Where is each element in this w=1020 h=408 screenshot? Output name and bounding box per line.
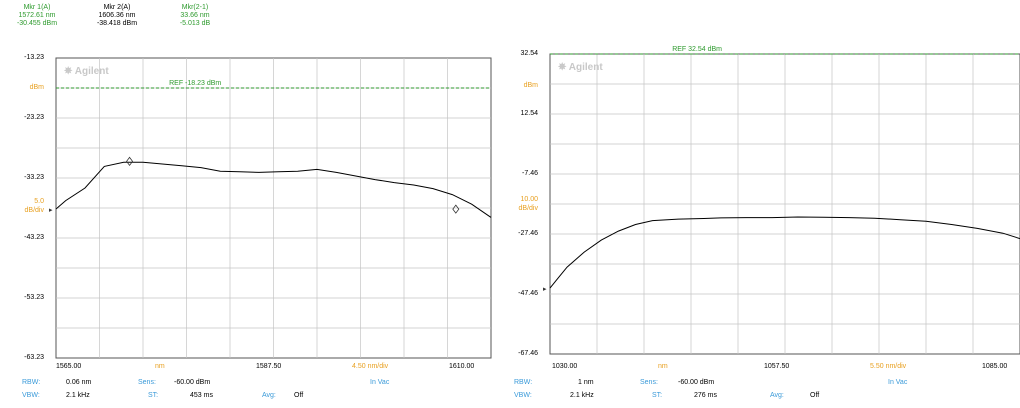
- left-marker-1: [126, 156, 134, 167]
- marker-delta-wavelength: 33.66 nm: [180, 12, 210, 19]
- right-scale-value: 10.00: [520, 196, 538, 203]
- left-x-stop: 1610.00: [449, 363, 475, 370]
- left-y-tick-label: -53.23: [24, 294, 44, 301]
- right-st-label: ST:: [652, 392, 663, 399]
- right-sens-value: -60.00 dBm: [678, 379, 715, 386]
- left-spectrum-trace: [55, 161, 492, 218]
- left-ref-label: REF -18.23 dBm: [169, 80, 221, 87]
- right-y-tick-label: -7.46: [522, 170, 538, 177]
- right-y-tick-label: -47.46: [518, 290, 538, 297]
- left-avg-value: Off: [294, 392, 304, 399]
- left-sens-value: -60.00 dBm: [174, 379, 211, 386]
- marker-1-level: -30.455 dBm: [16, 20, 58, 27]
- right-y-tick-label: 12.54: [520, 110, 538, 117]
- left-y-tick-label: -23.23: [24, 114, 44, 121]
- marker-2-level: -38.418 dBm: [96, 20, 138, 27]
- left-vbw-value: 2.1 kHz: [66, 392, 90, 399]
- right-rbw-value: 1 nm: [578, 379, 594, 386]
- left-sens-label: Sens:: [138, 379, 156, 386]
- left-ref-unit: dBm: [29, 84, 44, 91]
- left-agilent-logo: ✵ Agilent: [63, 66, 109, 77]
- right-y-tick-label: -27.46: [518, 230, 538, 237]
- right-vbw-label: VBW:: [514, 392, 532, 399]
- marker-1-readout: Mkr 1(A) 1572.61 nm -30.455 dBm: [12, 4, 62, 28]
- left-y-tick-label: -13.23: [24, 54, 44, 61]
- left-level-arrow: ▸: [49, 207, 53, 214]
- marker-1-wavelength: 1572.61 nm: [18, 12, 56, 19]
- right-x-span-unit: nm: [658, 363, 668, 370]
- left-rbw-label: RBW:: [22, 379, 41, 386]
- right-x-span-value: 5.50 nm/div: [870, 363, 907, 370]
- left-x-center: 1587.50: [256, 363, 282, 370]
- right-st-value: 276 ms: [694, 392, 717, 399]
- right-rbw-label: RBW:: [514, 379, 533, 386]
- marker-delta-title: Mkr(2-1): [181, 4, 209, 11]
- left-rbw-value: 0.06 nm: [66, 379, 92, 386]
- left-in-vac-label: In Vac: [370, 379, 390, 386]
- right-in-vac-label: In Vac: [888, 379, 908, 386]
- marker-delta-readout: Mkr(2-1) 33.66 nm -5.013 dB: [170, 4, 220, 28]
- right-x-start: 1030.00: [552, 363, 578, 370]
- left-vbw-label: VBW:: [22, 392, 40, 399]
- left-scale-value: 5.0: [34, 198, 44, 205]
- left-scale-unit: dB/div: [24, 207, 44, 214]
- right-y-tick-label: 32.54: [520, 50, 538, 57]
- right-avg-label: Avg:: [770, 392, 784, 399]
- marker-2-readout: Mkr 2(A) 1606.36 nm -38.418 dBm: [88, 4, 146, 28]
- marker-2-title: Mkr 2(A): [103, 4, 131, 11]
- left-st-label: ST:: [148, 392, 159, 399]
- left-x-span-value: 4.50 nm/div: [352, 363, 389, 370]
- left-y-tick-label: -43.23: [24, 234, 44, 241]
- marker-1-title: Mkr 1(A): [23, 4, 51, 11]
- right-scale-unit: dB/div: [518, 205, 538, 212]
- right-vbw-value: 2.1 kHz: [570, 392, 594, 399]
- marker-delta-level: -5.013 dB: [179, 20, 211, 27]
- left-x-start: 1565.00: [56, 363, 82, 370]
- left-marker-2: [452, 204, 460, 214]
- right-ref-unit: dBm: [523, 82, 538, 89]
- left-st-value: 453 ms: [190, 392, 213, 399]
- marker-2-wavelength: 1606.36 nm: [98, 12, 136, 19]
- right-x-center: 1057.50: [764, 363, 790, 370]
- left-y-tick-label: -63.23: [24, 354, 44, 361]
- left-x-span-unit: nm: [155, 363, 165, 370]
- right-y-tick-label: -67.46: [518, 350, 538, 357]
- left-y-tick-label: -33.23: [24, 174, 44, 181]
- right-sens-label: Sens:: [640, 379, 658, 386]
- left-avg-label: Avg:: [262, 392, 276, 399]
- right-avg-value: Off: [810, 392, 820, 399]
- right-x-stop: 1085.00: [982, 363, 1008, 370]
